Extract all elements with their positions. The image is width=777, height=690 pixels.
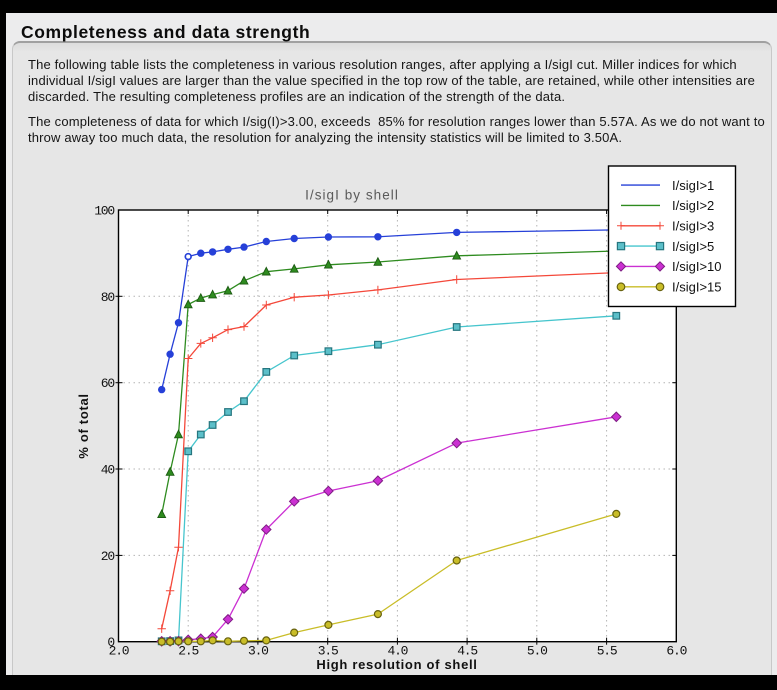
svg-text:I/sigI by shell: I/sigI by shell	[305, 188, 399, 203]
svg-text:40: 40	[101, 463, 115, 478]
svg-text:3.0: 3.0	[248, 644, 268, 659]
svg-text:I/sigI>5: I/sigI>5	[672, 239, 714, 254]
svg-text:I/sigI>15: I/sigI>15	[672, 279, 722, 294]
svg-text:5.0: 5.0	[527, 644, 547, 659]
svg-text:% of total: % of total	[76, 393, 91, 459]
svg-text:80: 80	[101, 290, 115, 305]
svg-text:3.5: 3.5	[318, 644, 338, 659]
svg-text:I/sigI>1: I/sigI>1	[672, 178, 714, 193]
svg-text:0: 0	[107, 635, 114, 650]
svg-text:High resolution of shell: High resolution of shell	[316, 657, 477, 672]
svg-text:20: 20	[101, 549, 115, 564]
svg-text:100: 100	[94, 204, 114, 219]
svg-text:5.5: 5.5	[597, 644, 617, 659]
svg-text:4.0: 4.0	[387, 644, 407, 659]
svg-text:60: 60	[101, 376, 115, 391]
svg-text:6.0: 6.0	[666, 644, 686, 659]
svg-text:I/sigI>10: I/sigI>10	[672, 259, 722, 274]
svg-text:I/sigI>2: I/sigI>2	[672, 198, 714, 213]
svg-text:2.0: 2.0	[109, 644, 129, 659]
svg-text:I/sigI>3: I/sigI>3	[672, 219, 714, 234]
svg-text:4.5: 4.5	[457, 644, 477, 659]
svg-text:2.5: 2.5	[178, 644, 198, 659]
